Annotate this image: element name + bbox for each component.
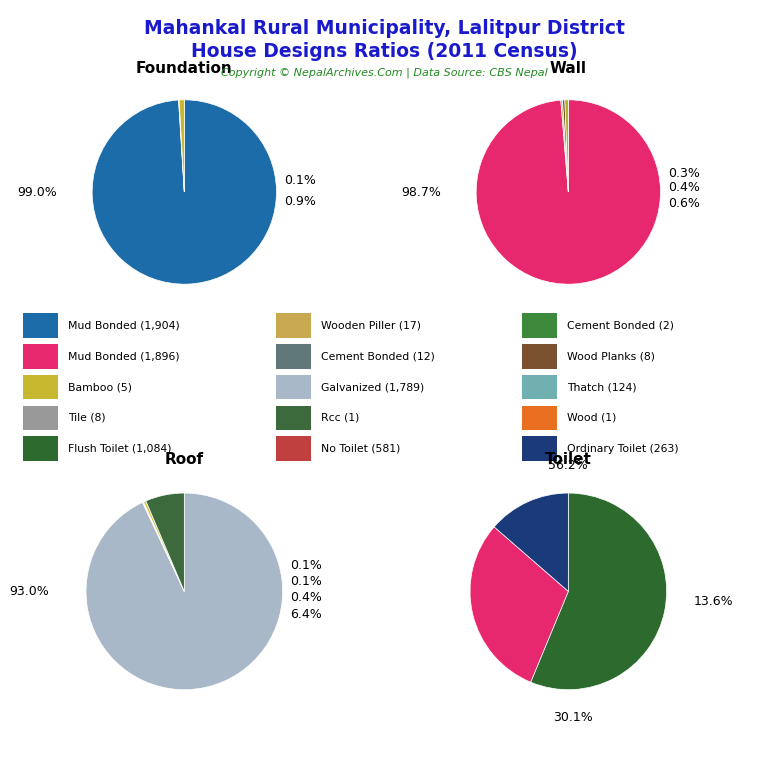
Text: 0.4%: 0.4%: [290, 591, 323, 604]
Wedge shape: [561, 100, 568, 192]
Text: House Designs Ratios (2011 Census): House Designs Ratios (2011 Census): [190, 42, 578, 61]
Text: 56.2%: 56.2%: [548, 459, 588, 472]
Text: 0.9%: 0.9%: [284, 195, 316, 207]
Bar: [522, 313, 557, 338]
Text: Wood Planks (8): Wood Planks (8): [567, 351, 655, 362]
Text: Wood (1): Wood (1): [567, 412, 616, 423]
Bar: [276, 375, 311, 399]
Text: 0.1%: 0.1%: [290, 575, 323, 588]
Wedge shape: [564, 100, 568, 192]
Wedge shape: [86, 493, 283, 690]
Text: Rcc (1): Rcc (1): [321, 412, 359, 423]
Bar: [23, 344, 58, 369]
Text: 6.4%: 6.4%: [290, 608, 323, 621]
Text: 98.7%: 98.7%: [401, 186, 441, 198]
Bar: [276, 436, 311, 461]
Bar: [276, 406, 311, 430]
Wedge shape: [143, 502, 184, 591]
Text: 0.4%: 0.4%: [668, 181, 700, 194]
Bar: [23, 313, 58, 338]
Text: 0.3%: 0.3%: [668, 167, 700, 180]
Wedge shape: [179, 100, 184, 192]
Text: No Toilet (581): No Toilet (581): [321, 443, 400, 454]
Text: 0.1%: 0.1%: [284, 174, 316, 187]
Text: 0.6%: 0.6%: [668, 197, 700, 210]
Wedge shape: [531, 493, 667, 690]
Text: 13.6%: 13.6%: [694, 594, 733, 607]
Text: Tile (8): Tile (8): [68, 412, 105, 423]
Text: Ordinary Toilet (263): Ordinary Toilet (263): [567, 443, 678, 454]
Bar: [276, 344, 311, 369]
Text: 99.0%: 99.0%: [18, 186, 57, 198]
Title: Toilet: Toilet: [545, 452, 592, 467]
Title: Roof: Roof: [165, 452, 204, 467]
Wedge shape: [470, 527, 568, 682]
Title: Wall: Wall: [550, 61, 587, 75]
Wedge shape: [143, 502, 184, 591]
Bar: [522, 436, 557, 461]
Text: Mud Bonded (1,896): Mud Bonded (1,896): [68, 351, 179, 362]
Bar: [23, 375, 58, 399]
Wedge shape: [476, 100, 660, 284]
Text: Thatch (124): Thatch (124): [567, 382, 637, 392]
Text: 30.1%: 30.1%: [554, 710, 593, 723]
Bar: [522, 406, 557, 430]
Wedge shape: [562, 100, 568, 192]
Wedge shape: [146, 493, 184, 591]
Text: Cement Bonded (2): Cement Bonded (2): [567, 320, 674, 331]
Wedge shape: [178, 100, 184, 192]
Wedge shape: [144, 501, 184, 591]
Text: 0.1%: 0.1%: [290, 559, 323, 572]
Text: Bamboo (5): Bamboo (5): [68, 382, 131, 392]
Text: Copyright © NepalArchives.Com | Data Source: CBS Nepal: Copyright © NepalArchives.Com | Data Sou…: [220, 68, 548, 78]
Text: Wooden Piller (17): Wooden Piller (17): [321, 320, 421, 331]
Text: Mud Bonded (1,904): Mud Bonded (1,904): [68, 320, 180, 331]
Bar: [23, 406, 58, 430]
Wedge shape: [92, 100, 276, 284]
Bar: [522, 344, 557, 369]
Bar: [522, 375, 557, 399]
Text: Mahankal Rural Municipality, Lalitpur District: Mahankal Rural Municipality, Lalitpur Di…: [144, 19, 624, 38]
Wedge shape: [494, 493, 568, 591]
Text: Flush Toilet (1,084): Flush Toilet (1,084): [68, 443, 171, 454]
Text: Galvanized (1,789): Galvanized (1,789): [321, 382, 424, 392]
Bar: [23, 436, 58, 461]
Text: Cement Bonded (12): Cement Bonded (12): [321, 351, 435, 362]
Title: Foundation: Foundation: [136, 61, 233, 75]
Bar: [276, 313, 311, 338]
Text: 93.0%: 93.0%: [9, 585, 48, 598]
